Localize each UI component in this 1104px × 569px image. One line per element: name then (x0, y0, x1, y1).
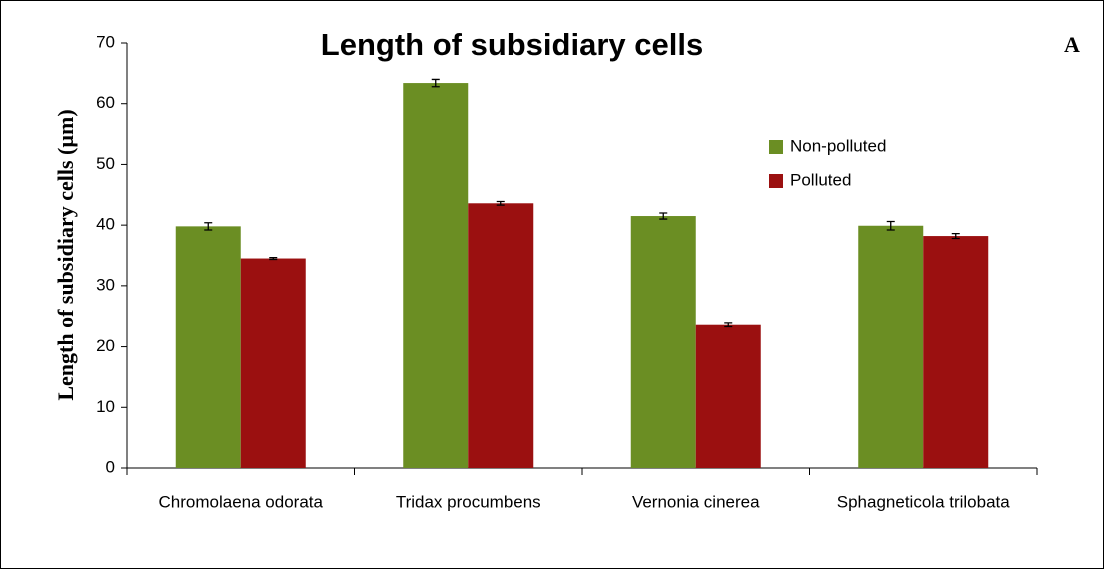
bar (630, 216, 696, 468)
bar (175, 226, 241, 468)
error-bar (204, 222, 213, 231)
x-tick-label: Tridax procumbens (396, 492, 541, 511)
bar (695, 324, 761, 468)
y-tick-label: 10 (96, 397, 115, 416)
error-bar (496, 200, 505, 206)
error-bar (886, 220, 895, 231)
x-tick-label: Chromolaena odorata (159, 492, 324, 511)
legend-label: Non-polluted (790, 136, 886, 155)
panel-label: A (1064, 32, 1080, 57)
bar (923, 236, 989, 468)
legend-swatch (769, 174, 783, 188)
y-tick-label: 20 (96, 336, 115, 355)
chart-title: Length of subsidiary cells (321, 27, 703, 62)
y-axis-label: Length of subsidiary cells (µm) (53, 109, 78, 400)
y-tick-label: 40 (96, 215, 115, 234)
y-tick-label: 60 (96, 93, 115, 112)
x-tick-label: Vernonia cinerea (632, 492, 760, 511)
legend-swatch (769, 140, 783, 154)
error-bar (659, 212, 668, 220)
y-tick-label: 70 (96, 32, 115, 51)
x-tick-label: Sphagneticola trilobata (837, 492, 1011, 511)
error-bar (431, 78, 440, 88)
bar (858, 225, 924, 468)
y-tick-label: 50 (96, 154, 115, 173)
y-tick-label: 0 (106, 457, 115, 476)
error-bar (724, 322, 733, 328)
bar (468, 203, 534, 469)
legend-label: Polluted (790, 170, 851, 189)
error-bar (269, 256, 278, 261)
y-tick-label: 30 (96, 275, 115, 294)
bar (240, 258, 306, 468)
error-bar (951, 232, 960, 240)
bar (403, 83, 469, 469)
